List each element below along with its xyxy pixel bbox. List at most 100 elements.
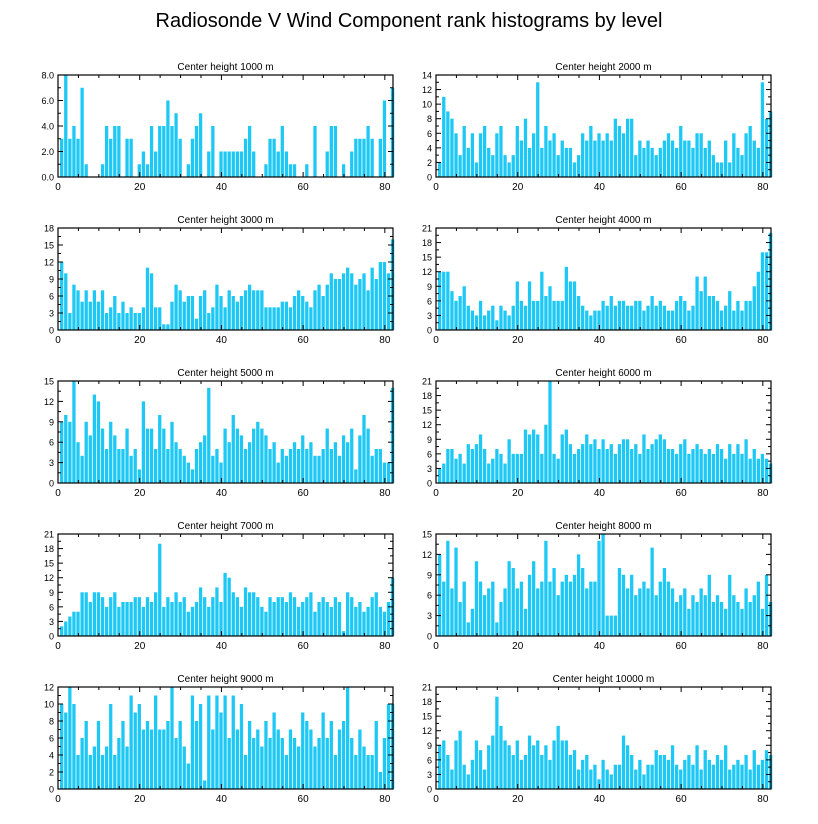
bar: [166, 449, 170, 483]
bar: [145, 428, 150, 483]
x-tick-label: 80: [379, 488, 391, 499]
bar: [454, 740, 458, 789]
bar: [601, 439, 605, 483]
bar: [350, 273, 354, 330]
bar: [358, 729, 362, 789]
bar: [458, 730, 462, 789]
x-tick-label: 80: [757, 488, 769, 499]
bar: [76, 442, 80, 483]
bar: [313, 455, 317, 483]
bar: [556, 155, 560, 177]
bar: [601, 759, 605, 789]
y-tick-label: 3: [427, 311, 432, 321]
bar: [662, 755, 667, 789]
bar: [719, 310, 724, 330]
bar: [141, 729, 146, 789]
bar: [495, 449, 499, 483]
x-tick-label: 80: [757, 794, 769, 805]
bar: [109, 421, 113, 483]
bar: [239, 606, 244, 636]
x-tick-label: 60: [676, 794, 688, 805]
bar: [466, 774, 470, 789]
bar: [450, 769, 454, 789]
bar: [613, 453, 617, 483]
bar: [100, 290, 105, 330]
bar: [76, 755, 80, 789]
bar: [178, 602, 182, 636]
x-tick-label: 60: [298, 335, 310, 346]
bar: [736, 602, 740, 636]
bar: [162, 729, 166, 789]
bar: [621, 735, 626, 789]
y-tick-label: 0: [49, 632, 54, 642]
bar: [576, 296, 581, 330]
bar: [341, 721, 346, 789]
bar: [503, 155, 507, 177]
bar: [634, 769, 638, 789]
bar: [442, 96, 446, 177]
bar: [540, 755, 544, 789]
bar: [280, 738, 284, 789]
bar: [760, 82, 765, 177]
bar: [715, 755, 720, 789]
bar: [707, 296, 711, 330]
y-tick-label: 4: [427, 143, 432, 153]
x-tick-label: 80: [379, 182, 391, 193]
bar: [613, 764, 617, 789]
bar: [162, 324, 166, 330]
bar: [650, 764, 654, 789]
bar: [227, 290, 231, 330]
bar: [276, 597, 280, 636]
bar: [695, 276, 699, 330]
bar: [658, 300, 662, 330]
bar: [109, 597, 113, 636]
bar: [707, 449, 711, 483]
bar: [362, 415, 366, 483]
bar: [154, 449, 158, 483]
bar: [333, 126, 338, 177]
panel-2: Center height 2000 m 0 20 40 60 80 0 2 4 6 8 10 12 14: [422, 62, 773, 193]
x-tick-label: 40: [216, 182, 228, 193]
bar: [133, 313, 137, 330]
bar: [642, 434, 646, 483]
y-tick-label: 9: [49, 417, 54, 427]
bar: [158, 543, 162, 636]
bar: [170, 301, 174, 330]
bar: [268, 138, 272, 177]
bar: [72, 126, 76, 177]
bar: [96, 401, 101, 483]
bar: [84, 164, 88, 177]
bar: [458, 453, 462, 483]
bar: [317, 738, 321, 789]
bar: [68, 687, 72, 789]
bar: [719, 602, 724, 636]
bar: [556, 300, 560, 330]
bar: [113, 296, 117, 330]
bar: [454, 547, 458, 636]
bar: [190, 695, 195, 789]
bar: [362, 273, 366, 330]
bar: [764, 574, 769, 636]
bar: [198, 296, 203, 330]
bar: [149, 729, 154, 789]
bar: [64, 712, 68, 789]
panel-title: Center height 7000 m: [177, 521, 273, 532]
bar: [458, 602, 462, 636]
bar: [194, 602, 199, 636]
bar: [478, 750, 483, 789]
bar: [252, 151, 256, 177]
bar: [313, 611, 317, 636]
bar: [658, 147, 662, 177]
bar: [141, 151, 146, 177]
bar: [474, 162, 479, 177]
bar: [104, 313, 109, 330]
bar: [756, 581, 760, 636]
bar: [386, 462, 391, 483]
bar: [581, 568, 585, 636]
bar: [634, 155, 638, 177]
bar: [121, 721, 125, 789]
bar: [548, 286, 552, 330]
bar: [137, 469, 141, 483]
bar: [642, 581, 646, 636]
